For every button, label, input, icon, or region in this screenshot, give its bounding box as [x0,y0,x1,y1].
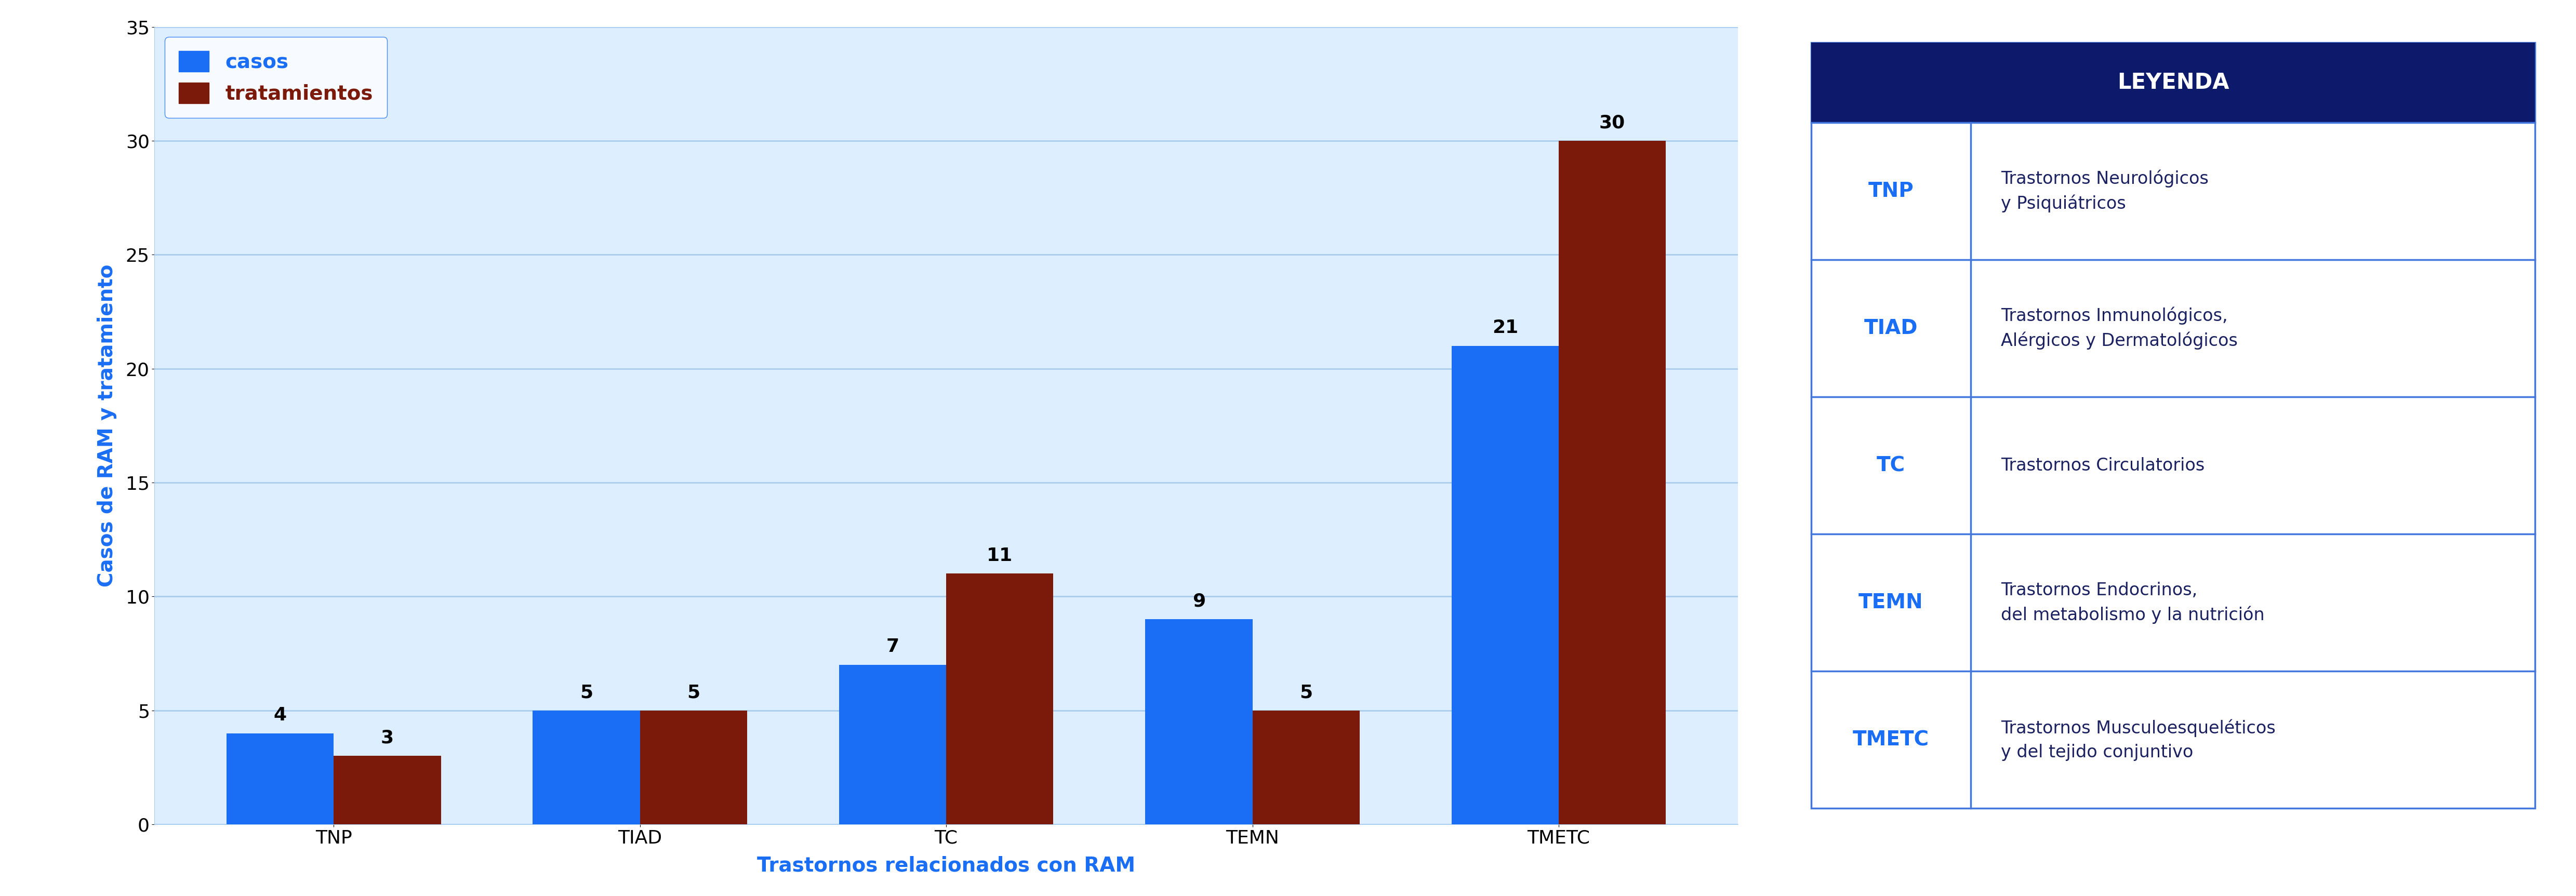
Text: Trastornos Neurológicos
y Psiquiátricos: Trastornos Neurológicos y Psiquiátricos [2002,169,2208,212]
Text: TIAD: TIAD [1865,318,1919,338]
Text: TC: TC [1878,455,1906,476]
Text: TNP: TNP [1868,181,1914,201]
Text: 11: 11 [987,547,1012,564]
Text: Trastornos Musculoesqueléticos
y del tejido conjuntivo: Trastornos Musculoesqueléticos y del tej… [2002,719,2275,761]
Bar [335,756,440,824]
Bar [1450,346,1558,824]
Text: TEMN: TEMN [1860,593,1924,613]
Bar [639,711,747,824]
Legend: casos, tratamientos: casos, tratamientos [165,37,386,118]
Bar [1558,141,1667,824]
Text: 3: 3 [381,729,394,747]
Text: Trastornos Circulatorios: Trastornos Circulatorios [2002,457,2205,474]
Text: 30: 30 [1600,114,1625,132]
Bar [840,665,945,824]
Text: 5: 5 [688,684,701,702]
Bar [533,711,639,824]
Text: Trastornos Inmunológicos,
Alérgicos y Dermatológicos: Trastornos Inmunológicos, Alérgicos y De… [2002,306,2239,349]
Text: LEYENDA: LEYENDA [2117,72,2228,93]
Text: 21: 21 [1492,319,1517,337]
Text: Trastornos Endocrinos,
del metabolismo y la nutrición: Trastornos Endocrinos, del metabolismo y… [2002,582,2264,624]
Bar [1146,619,1252,824]
Bar [1811,43,2535,123]
Text: 9: 9 [1193,592,1206,610]
Text: 5: 5 [580,684,592,702]
Y-axis label: Casos de RAM y tratamiento: Casos de RAM y tratamiento [98,264,116,587]
Bar [945,573,1054,824]
Bar [1252,711,1360,824]
Text: 7: 7 [886,638,899,656]
Bar [227,733,335,824]
X-axis label: Trastornos relacionados con RAM: Trastornos relacionados con RAM [757,856,1136,875]
Text: 4: 4 [273,706,286,724]
Text: TMETC: TMETC [1852,730,1929,750]
Text: 5: 5 [1298,684,1314,702]
